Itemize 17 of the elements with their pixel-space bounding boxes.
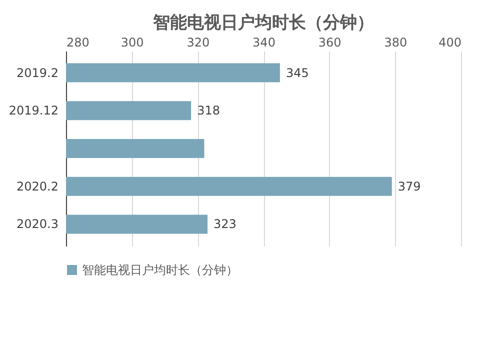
- x-tick-label: 360: [318, 36, 342, 50]
- x-tick-label: 320: [186, 36, 210, 50]
- x-tick-label: 400: [438, 36, 462, 50]
- data-label: 318: [197, 104, 220, 118]
- y-tick-label: 2019.2: [16, 66, 58, 80]
- x-tick-label: 340: [252, 36, 276, 50]
- data-label: 379: [398, 179, 421, 194]
- y-tick-label: 2020.3: [16, 217, 58, 232]
- data-label: 323: [214, 217, 236, 232]
- x-tick-label: 300: [120, 36, 144, 50]
- x-tick-label: 380: [384, 36, 408, 50]
- data-label: 345: [286, 66, 309, 80]
- legend-label: 智能电视日户均时长（分钟）: [82, 263, 238, 277]
- x-tick-label: 280: [66, 36, 90, 50]
- chart-title: 智能电视日户均时长（分钟）: [152, 13, 374, 33]
- y-tick-label: 2020.2: [16, 179, 58, 194]
- y-tick-label: 2019.12: [8, 104, 58, 118]
